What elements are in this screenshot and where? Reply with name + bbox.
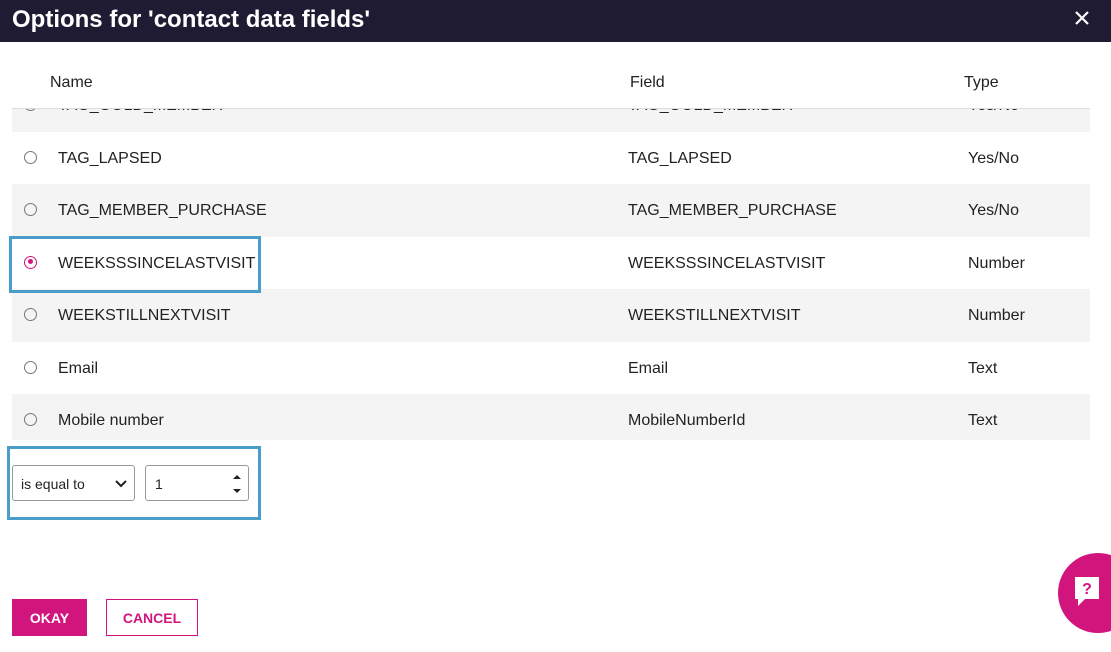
highlight-box (9, 236, 261, 293)
table-row[interactable]: Mobile number MobileNumberId Text (12, 394, 1090, 440)
radio-button[interactable] (24, 203, 37, 216)
operator-select[interactable]: is equal to (12, 465, 135, 501)
dialog-title: Options for 'contact data fields' (12, 6, 371, 33)
cell-text: Text (968, 412, 998, 429)
cell-text: TAG_LAPSED (58, 149, 162, 167)
table-row[interactable]: Email Email Text (12, 341, 1090, 395)
cell-text: Yes/No (968, 202, 1019, 219)
column-header: Type (964, 74, 999, 91)
table-row[interactable]: WEEKSTILLNEXTVISIT WEEKSTILLNEXTVISIT Numb… (12, 289, 1090, 342)
table-header: Name Field Type (12, 42, 1090, 109)
highlight-box (7, 446, 261, 520)
cell-text: TAG_MEMBER_PURCHASE (58, 202, 267, 219)
cell-text: Number (968, 254, 1025, 272)
select-value: is equal to (21, 476, 85, 492)
input-value: 1 (155, 476, 163, 492)
help-button[interactable]: ? (1058, 553, 1111, 633)
column-header: Field (630, 74, 665, 91)
dialog-header (0, 0, 1111, 42)
cell-text: WEEKSSSINCELASTVISIT (58, 254, 256, 272)
radio-button[interactable] (24, 255, 37, 269)
cell-text: TAG_LAPSED (628, 149, 732, 167)
table-row[interactable]: TAG_LAPSED TAG_LAPSED Yes/No (12, 131, 1090, 185)
table-row[interactable]: WEEKSSSINCELASTVISIT WEEKSSSINCELASTVISIT… (12, 236, 1090, 290)
cell-text: Number (968, 307, 1025, 324)
svg-text:?: ? (1082, 581, 1092, 598)
cell-text: Email (58, 359, 99, 377)
cell-text: TAG_MEMBER_PURCHASE (628, 202, 837, 219)
column-header: Name (50, 74, 93, 91)
cell-text: WEEKSTILLNEXTVISIT (628, 307, 801, 324)
radio-button[interactable] (24, 308, 37, 321)
radio-button[interactable] (24, 360, 37, 374)
help-icon: ? (1075, 577, 1099, 606)
spinner[interactable] (232, 473, 242, 495)
table-row[interactable]: TAG_MEMBER_PURCHASE TAG_MEMBER_PURCHASE Ye… (12, 184, 1090, 237)
radio-button[interactable] (24, 413, 37, 426)
cell-text: MobileNumberId (628, 412, 746, 429)
radio-button[interactable] (24, 150, 37, 164)
value-input[interactable]: 1 (145, 465, 249, 501)
chevron (115, 480, 127, 488)
cell-text: Yes/No (968, 149, 1019, 167)
cell-text: WEEKSSSINCELASTVISIT (628, 254, 826, 272)
cell-text: Text (968, 359, 998, 377)
cell-text: Mobile number (58, 412, 164, 429)
cell-text: Email (628, 359, 669, 377)
cell-text: WEEKSTILLNEXTVISIT (58, 307, 231, 324)
cancel-button[interactable]: CANCEL (106, 599, 198, 636)
close-button[interactable] (1072, 8, 1092, 28)
okay-button[interactable]: OKAY (12, 599, 87, 636)
